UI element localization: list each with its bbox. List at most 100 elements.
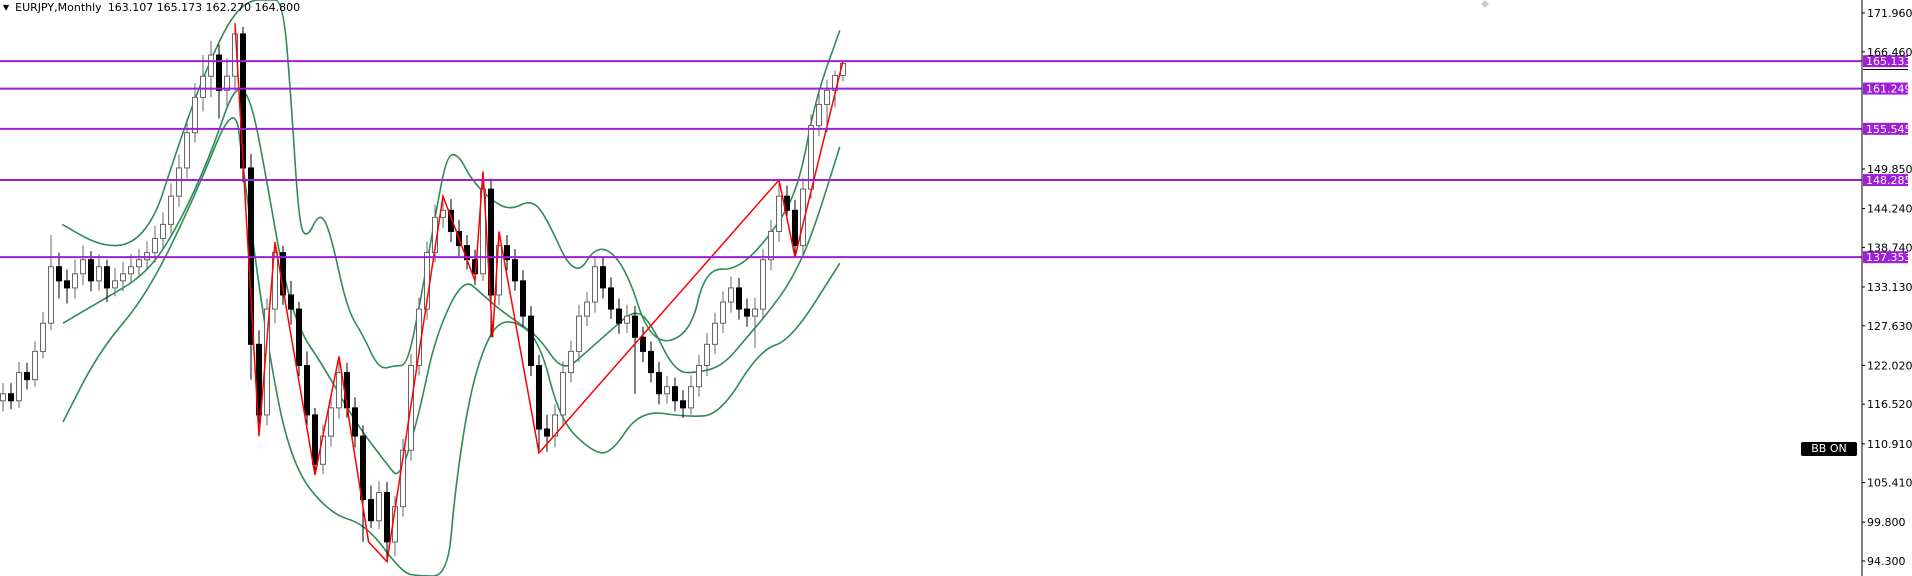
candle-bullish bbox=[376, 492, 382, 522]
candle-bullish bbox=[120, 273, 126, 282]
price-axis-label: 94.300 bbox=[1867, 555, 1906, 568]
price-axis-label: 149.850 bbox=[1867, 163, 1912, 176]
level-price-tag bbox=[1863, 122, 1908, 135]
candle-bearish bbox=[536, 365, 542, 430]
zigzag-line bbox=[234, 23, 844, 564]
price-axis-label: 110.910 bbox=[1867, 438, 1912, 451]
level-price-tag bbox=[1863, 55, 1908, 68]
candle-bearish bbox=[528, 315, 534, 367]
candle-bearish bbox=[448, 209, 454, 232]
candle-bearish bbox=[240, 33, 246, 169]
candle-bearish bbox=[88, 259, 94, 282]
candle-bullish bbox=[712, 322, 718, 345]
candle-bearish bbox=[656, 372, 662, 395]
ohlc-readout: 163.107 165.173 162.270 164.800 bbox=[107, 1, 301, 14]
candle-bearish bbox=[104, 266, 110, 289]
candle-bullish bbox=[176, 167, 182, 197]
diamond-marker-icon bbox=[1481, 0, 1489, 8]
candle-bullish bbox=[136, 259, 142, 268]
level-price-label: 165.133 bbox=[1866, 55, 1912, 68]
price-axis-label: 166.460 bbox=[1867, 46, 1912, 59]
level-price-label: 148.285 bbox=[1866, 174, 1912, 187]
candle-bullish bbox=[192, 96, 198, 134]
candle-bearish bbox=[544, 428, 550, 437]
candle-bearish bbox=[296, 308, 302, 367]
candle-bullish bbox=[224, 75, 230, 91]
candle-bullish bbox=[776, 195, 782, 232]
candle-bullish bbox=[576, 315, 582, 352]
candle-bearish bbox=[792, 209, 798, 247]
bb-on-button[interactable]: BB ON bbox=[1801, 442, 1857, 456]
candle-bullish bbox=[624, 315, 630, 324]
candle-bearish bbox=[672, 386, 678, 402]
candle-bearish bbox=[512, 259, 518, 282]
candle-bearish bbox=[360, 435, 366, 501]
price-axis-label: 133.130 bbox=[1867, 281, 1912, 294]
candle-bearish bbox=[384, 492, 390, 543]
candle-bearish bbox=[648, 350, 654, 374]
candle-bullish bbox=[160, 223, 166, 240]
candle-bullish bbox=[592, 266, 598, 303]
candle-bearish bbox=[312, 414, 318, 465]
candle-bullish bbox=[696, 365, 702, 388]
price-axis-label: 116.520 bbox=[1867, 398, 1912, 411]
candle-bullish bbox=[144, 252, 150, 261]
candle-bullish bbox=[480, 188, 486, 275]
candle-bullish bbox=[328, 407, 334, 437]
candle-bullish bbox=[40, 322, 46, 352]
candle-bullish bbox=[760, 259, 766, 310]
candle-bearish bbox=[640, 336, 646, 352]
candle-bullish bbox=[552, 414, 558, 437]
level-price-tag bbox=[1863, 82, 1908, 95]
candle-bearish bbox=[504, 245, 510, 261]
bollinger-middle-band bbox=[62, 88, 841, 475]
candle-bullish bbox=[800, 188, 806, 247]
price-axis-label: 105.410 bbox=[1867, 477, 1912, 490]
level-price-label: 137.353 bbox=[1866, 251, 1912, 264]
level-price-label: 155.545 bbox=[1866, 123, 1912, 136]
candle-bearish bbox=[24, 372, 30, 381]
price-axis-label: 144.240 bbox=[1867, 203, 1912, 216]
candle-bullish bbox=[200, 75, 206, 98]
candle-bullish bbox=[184, 132, 190, 169]
price-axis-label: 127.630 bbox=[1867, 320, 1912, 333]
candle-bearish bbox=[632, 315, 638, 338]
bollinger-upper-band bbox=[61, 0, 841, 369]
candle-bullish bbox=[72, 273, 78, 289]
price-axis-label: 99.800 bbox=[1867, 516, 1906, 529]
candle-bullish bbox=[208, 54, 214, 77]
candle-bearish bbox=[304, 365, 310, 416]
level-price-label: 161.249 bbox=[1866, 83, 1912, 96]
candle-bearish bbox=[520, 280, 526, 317]
candle-bullish bbox=[32, 350, 38, 381]
candle-bullish bbox=[168, 195, 174, 225]
triangle-down-icon[interactable]: ▼ bbox=[3, 3, 10, 12]
candle-bullish bbox=[336, 372, 342, 409]
candle-bullish bbox=[584, 301, 590, 317]
candle-bullish bbox=[560, 372, 566, 416]
chart-title: ▼ EURJPY,Monthly 163.107 165.173 162.270… bbox=[3, 1, 300, 14]
candle-bullish bbox=[48, 266, 54, 324]
candle-bullish bbox=[768, 230, 774, 261]
candle-bullish bbox=[112, 280, 118, 289]
candle-bullish bbox=[0, 393, 6, 402]
candle-bullish bbox=[816, 103, 822, 127]
candle-bearish bbox=[744, 308, 750, 317]
candle-bearish bbox=[8, 393, 14, 402]
price-axis-label: 138.740 bbox=[1867, 241, 1912, 254]
candle-bearish bbox=[616, 308, 622, 324]
candle-bullish bbox=[728, 287, 734, 303]
candle-bullish bbox=[752, 308, 758, 317]
bollinger-lower-band bbox=[62, 117, 841, 576]
candle-bullish bbox=[96, 266, 102, 282]
candle-bearish bbox=[488, 188, 494, 296]
candle-bullish bbox=[128, 266, 134, 275]
candle-bearish bbox=[608, 287, 614, 310]
level-price-tag bbox=[1863, 174, 1908, 187]
candle-bearish bbox=[368, 499, 374, 522]
candle-bearish bbox=[600, 266, 606, 289]
candle-bullish bbox=[720, 301, 726, 324]
candle-bearish bbox=[216, 54, 222, 91]
candle-bullish bbox=[16, 372, 22, 402]
